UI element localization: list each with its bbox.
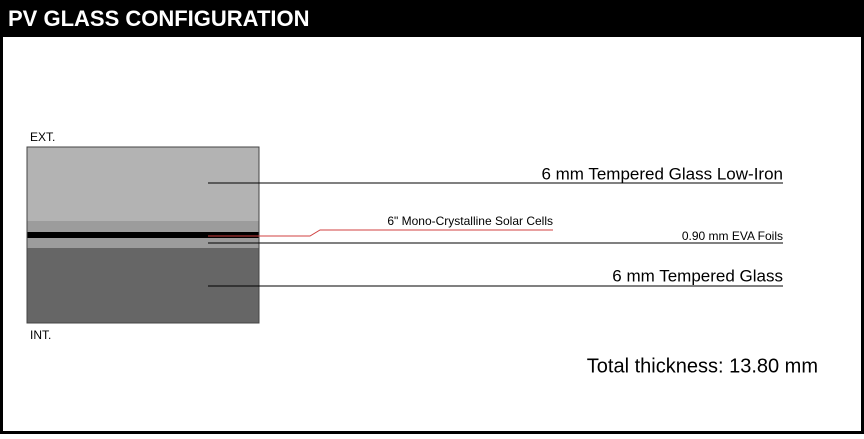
layer-label: 6 mm Tempered Glass	[612, 266, 783, 285]
ext-label: EXT.	[30, 130, 55, 144]
header-bar	[0, 0, 864, 37]
glass-stack	[26, 146, 260, 324]
stack-outline	[26, 146, 260, 324]
header-title: PV GLASS CONFIGURATION	[8, 6, 310, 31]
top-glass	[27, 147, 259, 221]
layer-label: 0.90 mm EVA Foils	[682, 229, 783, 243]
total-thickness: Total thickness: 13.80 mm	[587, 355, 818, 377]
eva-bottom	[27, 238, 259, 248]
solar-cells	[27, 232, 259, 238]
layer-label: 6 mm Tempered Glass Low-Iron	[541, 164, 783, 183]
layer-label: 6" Mono-Crystalline Solar Cells	[387, 214, 553, 228]
int-label: INT.	[30, 328, 51, 342]
eva-top	[27, 221, 259, 232]
leader-line	[208, 229, 553, 237]
